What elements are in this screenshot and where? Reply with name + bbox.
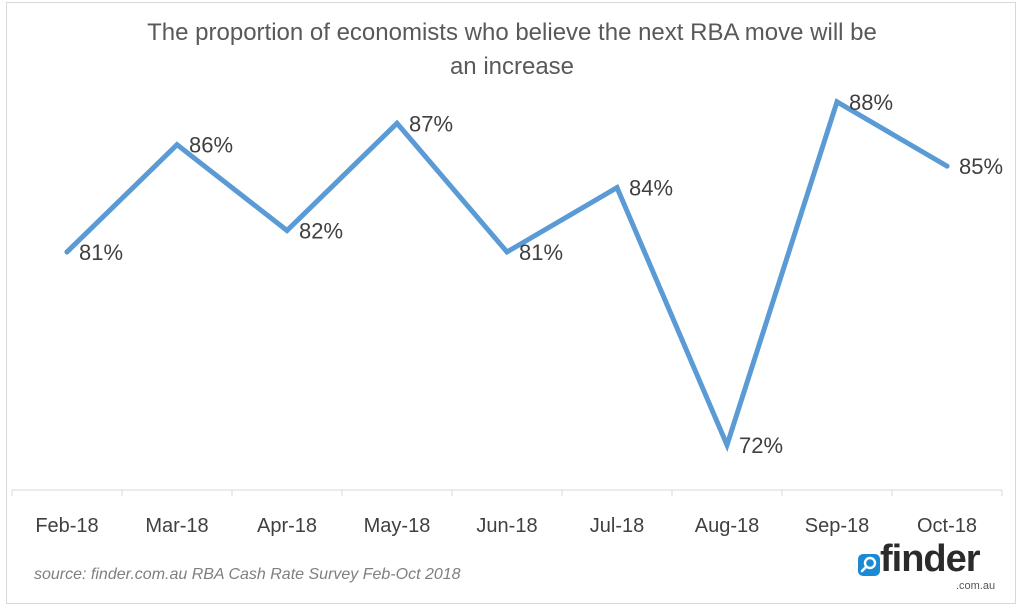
data-point <box>64 249 70 255</box>
data-point <box>614 185 620 191</box>
data-point <box>504 249 510 255</box>
data-label: 87% <box>409 111 453 136</box>
data-label: 84% <box>629 176 673 201</box>
logo-wordmark: finder <box>880 538 981 580</box>
chart-title-line2: an increase <box>449 53 575 80</box>
data-label: 85% <box>959 154 1003 179</box>
x-tick-label: Aug-18 <box>695 515 760 537</box>
x-tick-label: Jun-18 <box>476 515 537 537</box>
data-point <box>724 442 730 448</box>
logo-domain: .com.au <box>956 580 996 592</box>
chart-frame <box>6 2 1016 604</box>
x-tick-label: Oct-18 <box>917 515 977 537</box>
data-point <box>284 228 290 233</box>
data-point <box>394 120 400 126</box>
data-label: 72% <box>739 433 783 458</box>
x-tick-label: Feb-18 <box>35 515 98 537</box>
data-label: 88% <box>849 90 893 115</box>
data-point <box>174 142 180 148</box>
source-note: source: finder.com.au RBA Cash Rate Surv… <box>34 566 461 583</box>
finder-logo: finder .com.au <box>858 538 1008 592</box>
data-label: 86% <box>189 133 233 158</box>
x-tick-label: Mar-18 <box>145 515 208 537</box>
x-tick-label: Apr-18 <box>257 515 317 537</box>
chart-title: The proportion of economists who believe… <box>0 16 1024 84</box>
data-label: 82% <box>299 219 343 244</box>
data-point <box>834 99 840 105</box>
data-label: 81% <box>79 240 123 265</box>
chart-title-line1: The proportion of economists who believe… <box>147 19 877 46</box>
search-icon <box>858 554 880 576</box>
x-tick-label: Jul-18 <box>590 515 644 537</box>
x-tick-label: May-18 <box>364 515 431 537</box>
x-tick-label: Sep-18 <box>805 515 870 537</box>
data-point <box>944 163 950 169</box>
data-label: 81% <box>519 240 563 265</box>
